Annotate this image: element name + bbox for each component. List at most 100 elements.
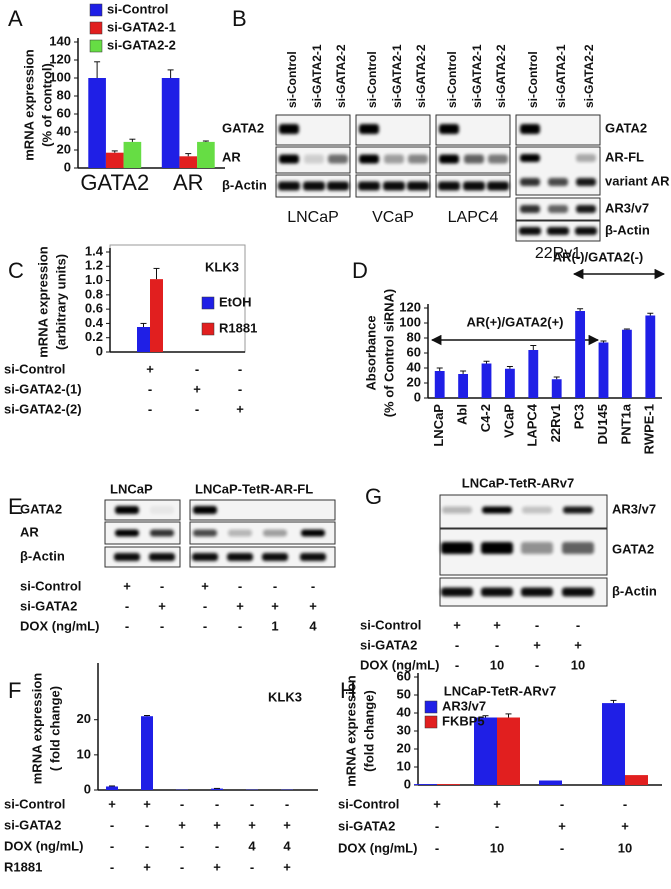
blot-band — [301, 529, 325, 537]
condition-mark: - — [160, 578, 164, 593]
blot-band — [482, 506, 512, 514]
blot-band — [327, 181, 349, 191]
blot-band — [383, 181, 405, 191]
condition-mark: - — [435, 840, 439, 855]
y-axis-label: mRNA expression — [35, 246, 50, 358]
x-tick-label: PC3 — [572, 404, 587, 429]
blot-band — [520, 124, 540, 134]
lane-label: si-GATA2-1 — [554, 44, 568, 108]
bar — [474, 717, 497, 785]
row-label: variant AR — [605, 173, 670, 188]
bar — [458, 374, 469, 398]
y-tick-label: 60 — [57, 105, 71, 120]
lane-label: si-GATA2-2 — [334, 44, 348, 108]
condition-label: si-GATA2 — [4, 817, 61, 832]
condition-mark: + — [178, 817, 186, 832]
blot-band — [438, 181, 460, 191]
y-tick-label: 0.6 — [85, 301, 103, 316]
y-tick-label: 60 — [407, 344, 421, 359]
bar — [528, 350, 539, 398]
blot-band — [548, 178, 568, 186]
condition-mark: + — [248, 817, 256, 832]
legend-swatch — [424, 715, 438, 729]
y-tick-label: 0 — [404, 776, 411, 791]
group-label: LNCaP-TetR-AR-FL — [195, 481, 313, 496]
blot-band — [192, 553, 218, 561]
legend-swatch — [89, 21, 103, 35]
condition-mark: - — [560, 840, 564, 855]
annotation: AR(-)/GATA2(-) — [553, 249, 644, 264]
condition-mark: - — [195, 361, 199, 376]
y-tick-label: 10 — [397, 758, 411, 773]
lane-label: si-GATA2-1 — [310, 44, 324, 108]
condition-label: si-Control — [4, 361, 65, 376]
condition-mark: - — [148, 381, 152, 396]
blot-frame — [189, 499, 336, 521]
panel-label: B — [232, 6, 247, 31]
x-tick-label: PNT1a — [618, 403, 633, 444]
row-label: GATA2 — [20, 501, 62, 516]
condition-mark: - — [195, 401, 199, 416]
blot-band — [115, 506, 139, 514]
row-label: GATA2 — [605, 120, 647, 135]
x-tick-label: RWPE-1 — [642, 404, 657, 454]
blot-band — [562, 587, 594, 597]
condition-mark: + — [236, 598, 244, 613]
condition-mark: - — [215, 796, 219, 811]
condition-label: si-GATA2 — [360, 637, 417, 652]
condition-mark: + — [193, 381, 201, 396]
legend-label: si-Control — [107, 1, 168, 16]
condition-label: DOX (ng/mL) — [360, 657, 439, 672]
condition-mark: - — [125, 618, 129, 633]
condition-mark: + — [123, 578, 131, 593]
condition-mark: 10 — [490, 657, 504, 672]
condition-mark: - — [160, 618, 164, 633]
bar — [481, 363, 492, 398]
lane-label: si-Control — [285, 51, 299, 108]
y-tick-label: 0 — [84, 781, 91, 796]
x-tick-label: LAPC4 — [525, 403, 540, 446]
blot-band — [300, 553, 326, 561]
condition-mark: - — [238, 578, 242, 593]
blot-band — [547, 227, 569, 235]
blot-band — [114, 553, 140, 561]
condition-mark: - — [238, 618, 242, 633]
x-tick-label: DU145 — [595, 404, 610, 444]
blot-band — [441, 542, 473, 554]
annotation: KLK3 — [268, 689, 302, 704]
x-tick-label: VCaP — [501, 404, 516, 438]
lane-label: si-GATA2-2 — [582, 44, 596, 108]
y-axis-label: (% of control) — [39, 63, 54, 147]
bar — [497, 717, 520, 785]
bar — [598, 342, 609, 398]
y-tick-label: 40 — [407, 359, 421, 374]
condition-mark: + — [213, 859, 221, 874]
condition-mark: - — [623, 796, 627, 811]
bar — [504, 368, 515, 398]
legend-swatch — [201, 322, 215, 336]
condition-mark: - — [110, 859, 114, 874]
condition-mark: - — [180, 838, 184, 853]
blot-band — [439, 154, 459, 164]
blot-band — [115, 529, 139, 537]
bar — [150, 279, 163, 352]
row-label: AR — [222, 149, 241, 164]
blot-frame — [104, 546, 181, 568]
legend-swatch — [424, 700, 438, 714]
condition-mark: + — [143, 796, 151, 811]
condition-mark: - — [250, 859, 254, 874]
blot-band — [520, 205, 540, 213]
y-tick-label: 1.4 — [85, 243, 104, 258]
panel-label: H — [340, 678, 356, 703]
y-tick-label: 0.2 — [85, 329, 103, 344]
legend-label: R1881 — [219, 320, 257, 335]
blot-band — [150, 529, 174, 537]
y-tick-label: 120 — [49, 51, 71, 66]
row-label: AR3/v7 — [605, 200, 649, 215]
y-tick-label: 40 — [57, 123, 71, 138]
y-tick-label: 20 — [57, 141, 71, 156]
condition-label: si-GATA2-(1) — [4, 381, 82, 396]
condition-mark: - — [455, 657, 459, 672]
blot-band — [193, 506, 217, 514]
lane-label: si-Control — [526, 51, 540, 108]
